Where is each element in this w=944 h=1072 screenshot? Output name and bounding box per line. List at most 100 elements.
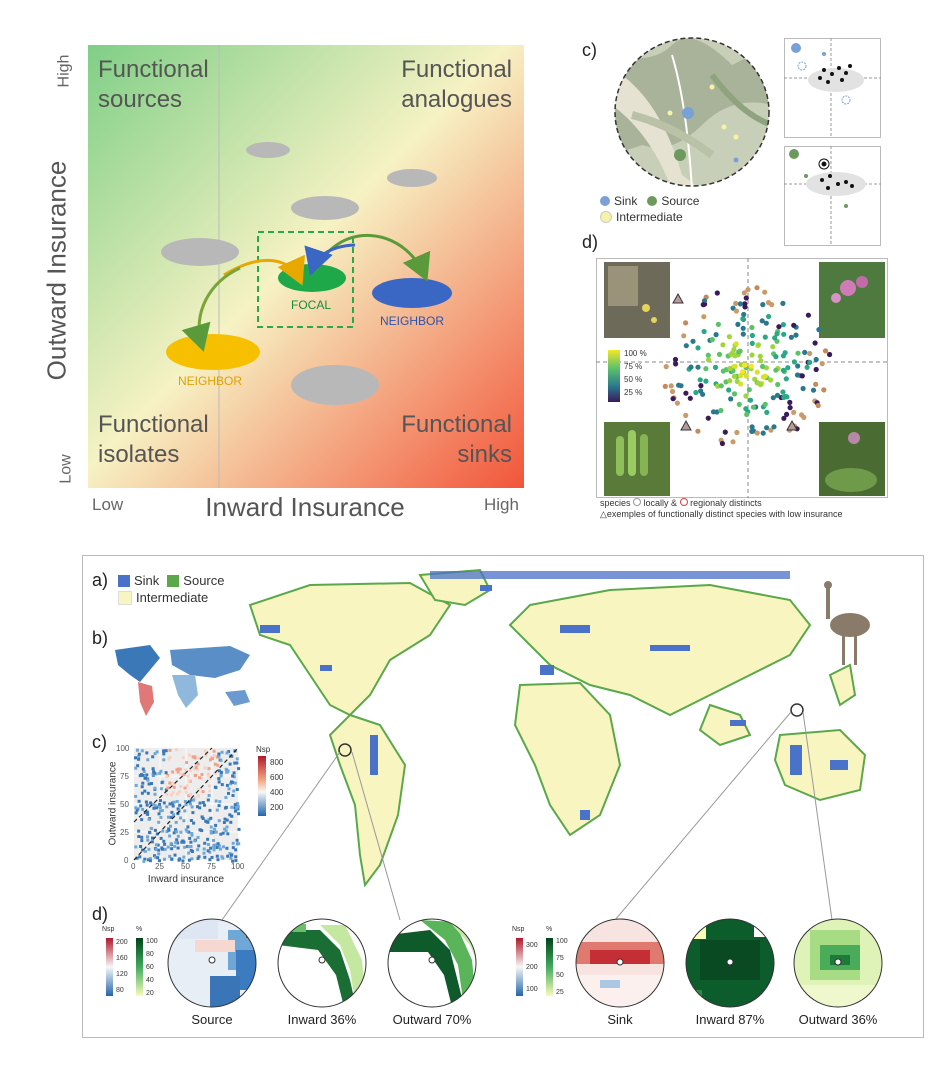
scatter-point — [206, 849, 210, 853]
black-points — [818, 64, 852, 84]
species-point — [750, 404, 756, 410]
scatter-point — [162, 752, 166, 756]
scatter-point — [137, 755, 141, 759]
scatter-point — [172, 782, 176, 785]
scatter-point — [145, 803, 149, 807]
species-point — [720, 342, 726, 348]
scatter-point — [154, 772, 158, 776]
scatter-point — [169, 842, 173, 846]
conceptual-plot — [88, 45, 524, 488]
scatter-point — [210, 757, 214, 760]
scatter-point — [211, 830, 215, 834]
scatter-point — [196, 805, 199, 809]
scatter-point — [179, 816, 182, 820]
scatter-point — [147, 847, 151, 851]
scatter-point — [171, 791, 175, 795]
arrow-yellow-2 — [181, 266, 241, 352]
species-point — [766, 313, 772, 320]
scatter-point — [203, 766, 207, 770]
neighbor-blue-ellipse — [372, 278, 452, 308]
scatter-point — [176, 807, 180, 811]
species-point — [813, 366, 819, 373]
global-legend: Sink Source Intermediate — [118, 572, 225, 606]
species-point — [795, 350, 801, 356]
nsp-tick: 100 — [526, 986, 538, 993]
species-point — [730, 439, 736, 445]
species-point — [813, 381, 819, 387]
scatter-point — [218, 847, 222, 851]
scatter-point — [160, 809, 164, 813]
species-point — [781, 415, 787, 421]
species-point — [807, 359, 813, 365]
legend-source: Source — [183, 573, 225, 588]
scatter-point — [203, 841, 207, 845]
species-point — [735, 321, 741, 327]
scatter-point — [158, 859, 161, 863]
colorbar-tick: 75 % — [624, 362, 643, 371]
scatter-point — [152, 770, 156, 774]
scatter-point — [217, 844, 221, 848]
scatter-point — [153, 792, 157, 796]
scatter-point — [212, 843, 216, 847]
zoom-caption-source: Source — [191, 1012, 233, 1027]
species-point — [749, 332, 755, 339]
scatter-point — [168, 748, 172, 752]
scatter-point — [212, 848, 216, 852]
quadrant-line: analogues — [401, 86, 512, 113]
map-point — [733, 134, 739, 140]
scatter-point — [216, 763, 220, 767]
scatter-point — [156, 843, 160, 847]
scatter-point — [150, 840, 154, 844]
species-point — [745, 287, 751, 293]
species-point — [698, 383, 704, 389]
scatter-point — [196, 836, 200, 839]
scatter-point — [204, 754, 208, 757]
species-point — [765, 300, 772, 306]
scatter-point — [168, 781, 172, 785]
scatter-point — [207, 794, 211, 797]
alpine-mini-scatter-top — [784, 38, 881, 138]
species-point — [695, 428, 701, 434]
scatter-point — [185, 761, 189, 764]
scatter-point — [153, 854, 156, 858]
species-point — [771, 424, 777, 430]
x-tick: 75 — [207, 862, 216, 871]
scatter-point — [154, 855, 158, 859]
species-point — [794, 372, 801, 378]
scatter-point — [219, 832, 223, 836]
scatter-point — [165, 805, 169, 809]
species-point — [687, 395, 693, 401]
scatter-point — [134, 766, 138, 770]
quadrant-analogues: Functional analogues — [400, 55, 512, 115]
scatter-point — [210, 855, 214, 859]
scatter-point — [188, 802, 192, 806]
scatter-point — [207, 767, 211, 771]
species-point — [791, 359, 797, 365]
x-tick: 0 — [131, 862, 136, 871]
footnote-species: species — [600, 498, 631, 508]
neighbor-blue-label: NEIGHBOR — [380, 314, 445, 328]
scatter-point — [217, 777, 221, 781]
scatter-point — [219, 772, 223, 776]
species-point — [773, 367, 779, 373]
scatter-point — [205, 820, 209, 824]
pct-tick: 20 — [146, 990, 154, 997]
scatter-point — [135, 808, 139, 812]
species-point — [672, 356, 679, 363]
scatter-point — [208, 850, 212, 854]
scatter-point — [143, 789, 147, 793]
nsp-title: Nsp — [256, 745, 271, 754]
scatter-point — [134, 756, 137, 760]
scatter-point — [182, 773, 186, 777]
scatter-point — [209, 816, 213, 820]
legend-sink: Sink — [134, 573, 160, 588]
scatter-point — [148, 859, 152, 863]
species-point — [668, 383, 674, 389]
neighbor-yellow-label: NEIGHBOR — [178, 374, 243, 388]
footnote-examples: exemples of functionally distinct specie… — [606, 509, 843, 519]
scatter-point — [212, 845, 216, 849]
species-point — [774, 392, 781, 398]
pct-tick: 40 — [146, 977, 154, 984]
species-point — [780, 300, 786, 306]
nsp-tick: 200 — [526, 964, 538, 971]
